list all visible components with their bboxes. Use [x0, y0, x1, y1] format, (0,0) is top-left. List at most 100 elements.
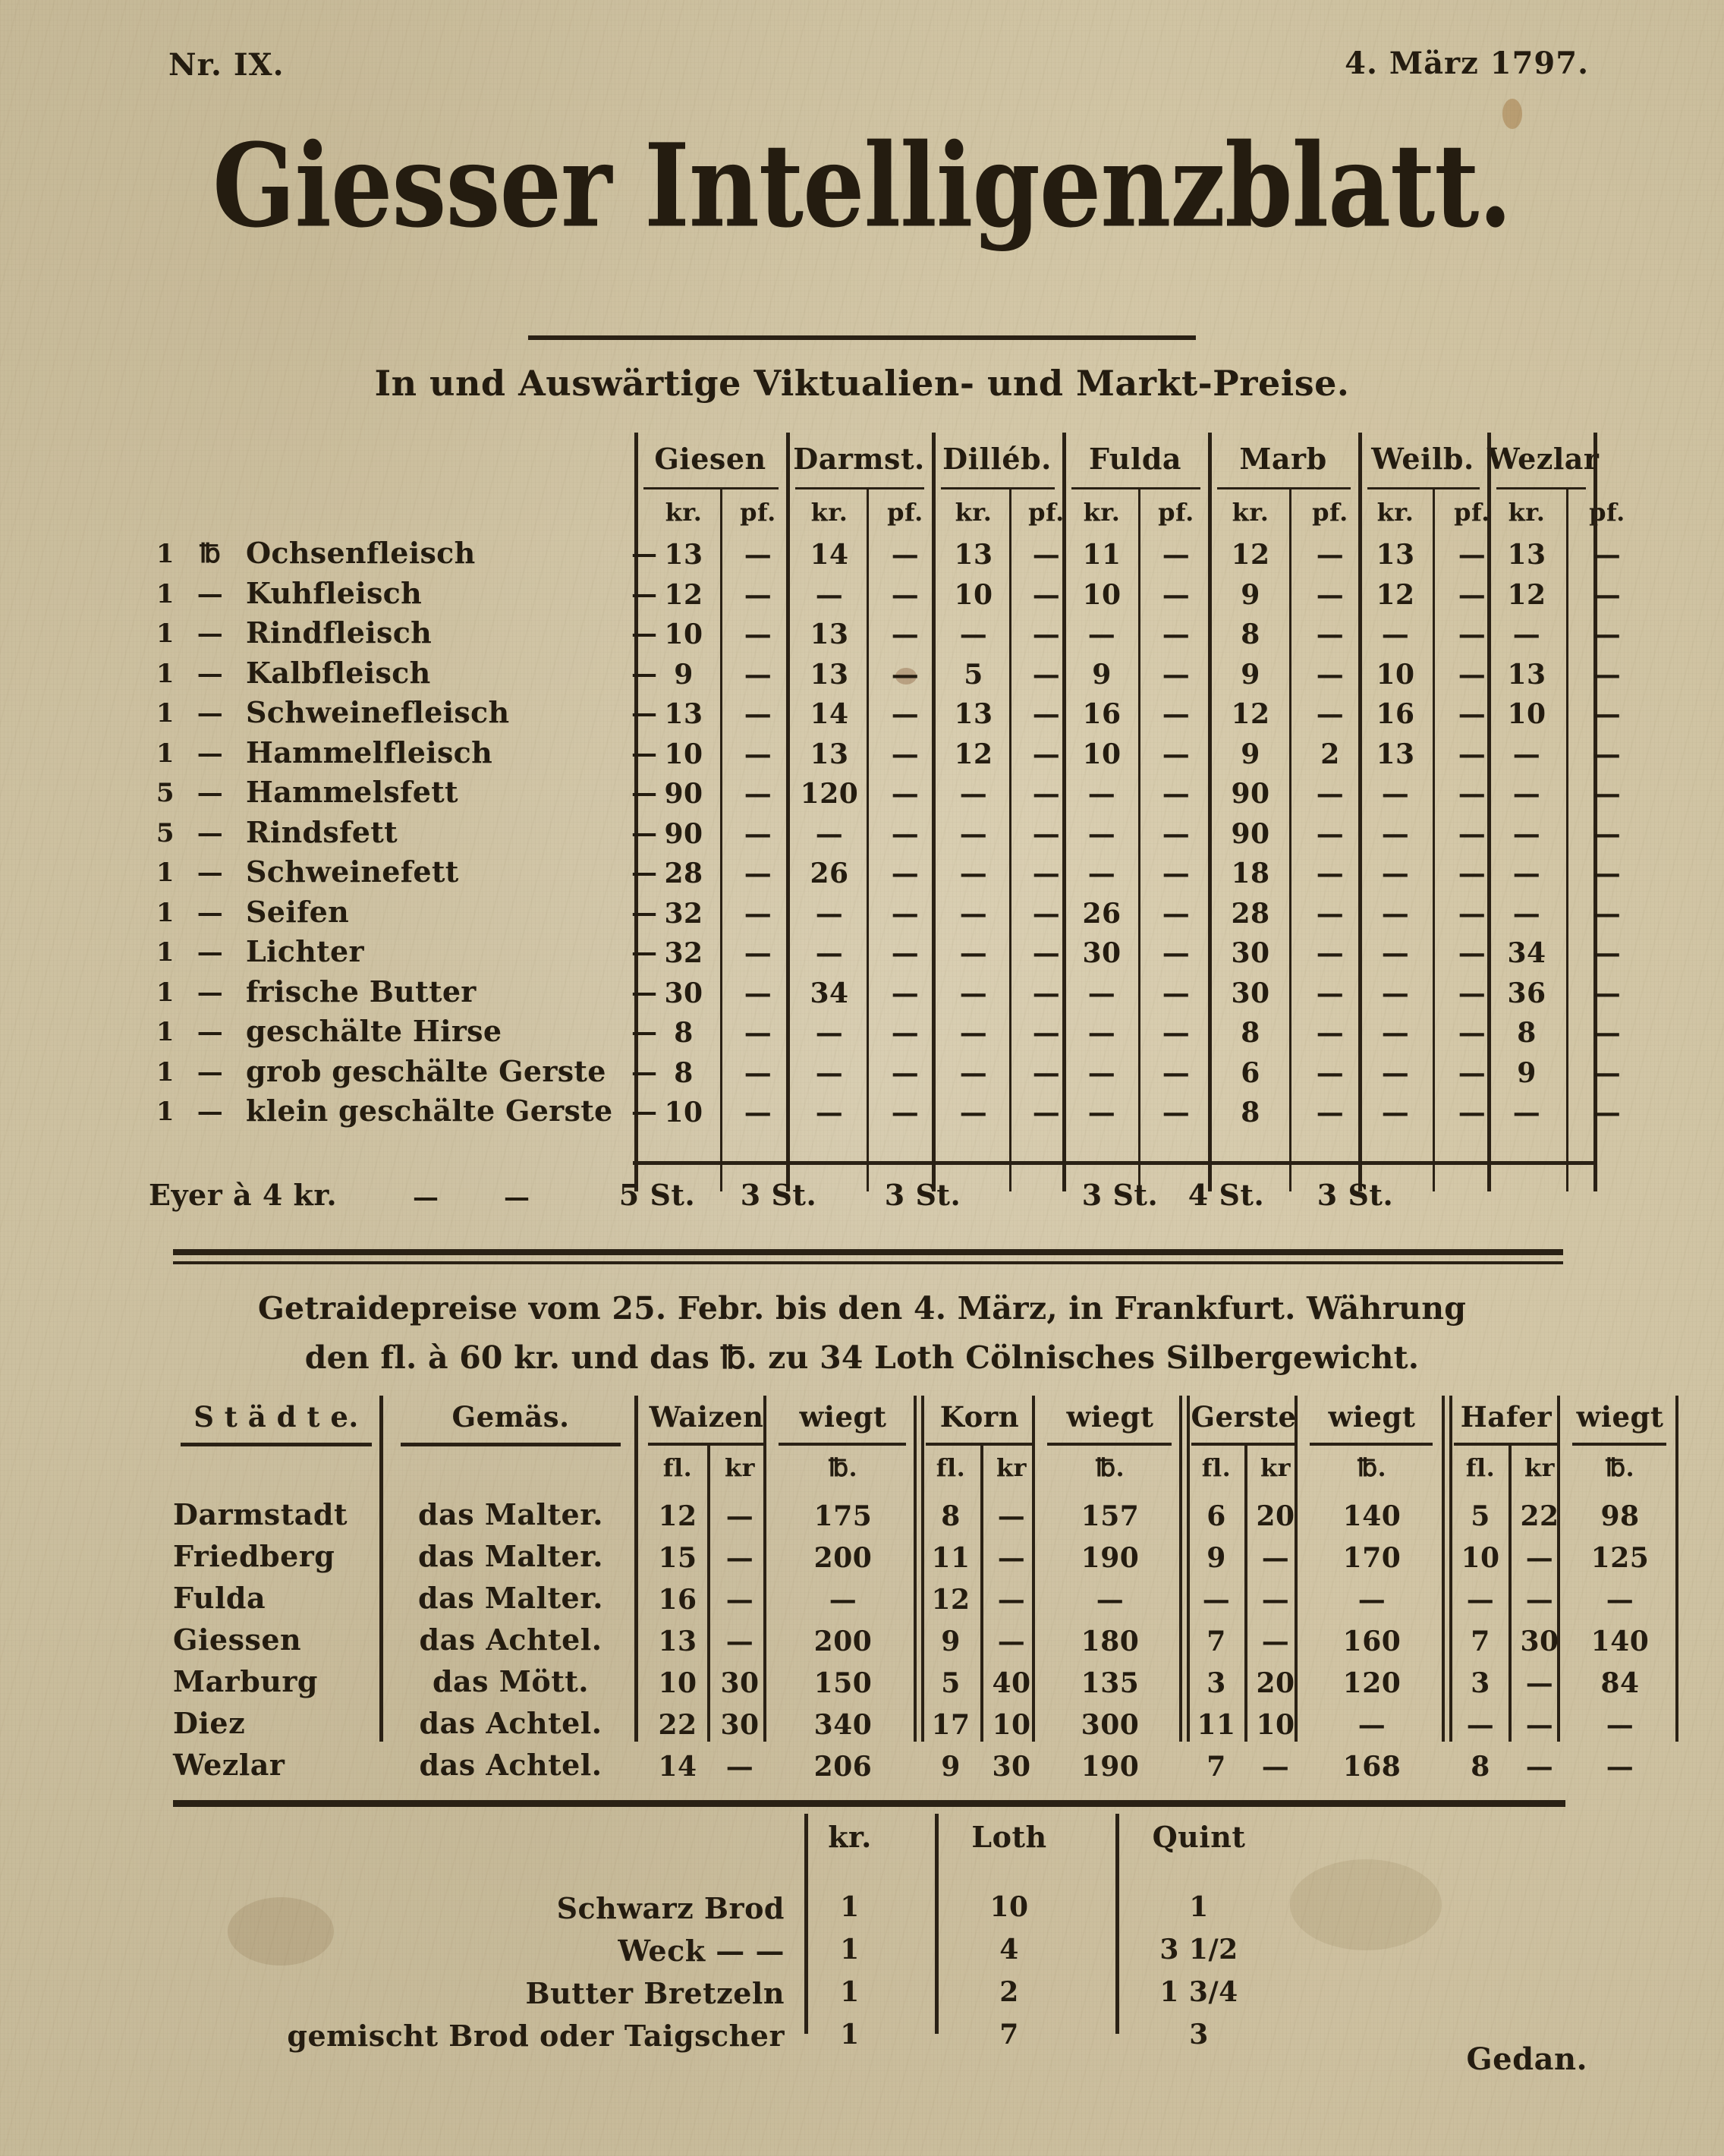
grain-header-wiegt: wiegt — [799, 1400, 887, 1434]
market-cell: — — [1032, 817, 1061, 850]
market-row-qty: 1 — [156, 858, 175, 888]
column-divider — [1179, 1396, 1182, 1742]
grain-cell-kr: 20 — [1256, 1667, 1295, 1699]
market-row-unit: — — [197, 698, 224, 729]
grain-cell-fl: 17 — [931, 1709, 971, 1741]
bread-section-divider — [173, 1800, 1565, 1807]
market-subheader-kr: kr. — [1508, 498, 1546, 527]
grain-cell-fl: 7 — [1206, 1751, 1226, 1783]
row-divider — [941, 487, 1055, 489]
column-divider — [1062, 433, 1066, 1191]
market-row-qty: 5 — [156, 778, 175, 808]
market-cell: — — [1316, 578, 1345, 611]
market-col-header-weilb: Weilb. — [1371, 442, 1474, 476]
market-cell: 90 — [1231, 817, 1270, 850]
column-divider — [1442, 1396, 1445, 1742]
market-cell: — — [959, 778, 988, 810]
row-divider — [1047, 1443, 1172, 1446]
column-divider — [1295, 1396, 1298, 1742]
row-divider — [1071, 487, 1200, 489]
eggs-count: 3 St. — [1081, 1178, 1159, 1212]
bread-row-value: 2 — [999, 1976, 1019, 2008]
market-row-item: Ochsenfleisch — [246, 536, 476, 570]
grain-cell-weight: 170 — [1342, 1542, 1402, 1574]
row-divider — [401, 1443, 621, 1446]
market-row-qty: 1 — [156, 1097, 175, 1127]
market-cell: — — [1593, 658, 1622, 691]
market-cell: 16 — [1376, 698, 1415, 730]
grain-subheader-lb: ℔. — [1357, 1453, 1387, 1482]
bread-row-value: 1 — [840, 1934, 860, 1966]
market-cell: 36 — [1507, 977, 1546, 1009]
market-col-header-marb: Marb — [1239, 442, 1327, 476]
issue-number: Nr. IX. — [168, 47, 285, 83]
grain-cell-weight: 160 — [1342, 1626, 1402, 1657]
eggs-count: 3 St. — [1317, 1178, 1394, 1212]
column-divider — [1675, 1396, 1678, 1742]
market-cell: — — [1593, 1017, 1622, 1049]
column-divider — [763, 1396, 766, 1742]
grain-cell-weight: 206 — [813, 1751, 873, 1783]
market-cell: — — [1316, 1056, 1345, 1089]
market-row-qty: 1 — [156, 698, 175, 729]
market-row-item: Kalbfleisch — [246, 655, 431, 690]
market-cell: 10 — [664, 618, 703, 650]
grain-cell-fl: 5 — [1471, 1500, 1490, 1532]
market-cell: 10 — [1082, 738, 1122, 770]
market-cell: — — [1316, 698, 1345, 730]
grain-cell-kr: — — [997, 1584, 1026, 1616]
grain-subheader-lb: ℔. — [1605, 1453, 1635, 1482]
column-divider — [707, 1443, 710, 1742]
masthead-title: Giesser Intelligenzblatt. — [212, 119, 1512, 254]
grain-header-wiegt: wiegt — [1328, 1400, 1416, 1434]
grain-cell-kr: — — [1261, 1542, 1290, 1574]
market-row-unit: — — [197, 858, 224, 888]
market-cell: 12 — [664, 578, 703, 611]
grain-cell-weight: 340 — [813, 1709, 873, 1741]
bread-header-kr: kr. — [828, 1820, 872, 1854]
grain-cell-fl: 9 — [941, 1751, 961, 1783]
market-cell: 28 — [1231, 897, 1270, 930]
bread-row-name: Butter Bretzeln — [525, 1976, 785, 2010]
column-divider — [1433, 489, 1435, 1191]
market-cell: — — [1381, 778, 1410, 810]
market-cell: — — [1381, 1017, 1410, 1049]
column-divider — [1508, 1443, 1512, 1742]
market-row-item-dash: — — [631, 937, 658, 968]
market-cell: 12 — [1231, 698, 1270, 730]
market-cell: — — [744, 897, 772, 930]
market-cell: — — [1512, 897, 1541, 930]
market-cell: — — [1162, 1017, 1191, 1049]
market-cell: — — [744, 698, 772, 730]
column-divider — [1115, 1814, 1119, 2034]
market-cell: — — [1032, 1017, 1061, 1049]
row-divider — [1191, 1443, 1295, 1446]
market-cell: 13 — [664, 698, 703, 730]
market-cell: — — [1458, 1056, 1486, 1089]
market-cell: 8 — [674, 1017, 694, 1049]
market-cell: — — [959, 897, 988, 930]
column-divider — [1009, 489, 1011, 1191]
grain-cell-fl: 9 — [1206, 1542, 1226, 1574]
market-cell: — — [1316, 858, 1345, 889]
market-row-unit: — — [197, 738, 224, 769]
market-cell: 16 — [1082, 698, 1122, 730]
grain-cell-kr: — — [725, 1542, 754, 1574]
market-cell: — — [891, 539, 920, 571]
column-divider — [1449, 1396, 1452, 1742]
row-divider — [181, 1443, 372, 1446]
eggs-dash-2: — — [504, 1182, 530, 1213]
market-cell: 9 — [1241, 658, 1260, 691]
page-signature: Gedan. — [1466, 2041, 1587, 2077]
market-row-unit: — — [197, 1017, 224, 1047]
market-cell: 9 — [1092, 658, 1112, 691]
market-cell: — — [959, 1056, 988, 1089]
market-subheader-pf: pf. — [1589, 498, 1625, 527]
market-cell: — — [1316, 937, 1345, 969]
market-cell: — — [1162, 1097, 1191, 1128]
grain-cell-kr: — — [725, 1626, 754, 1657]
market-row-qty: 1 — [156, 539, 175, 569]
market-cell: — — [744, 778, 772, 810]
market-row-qty: 1 — [156, 1017, 175, 1047]
row-divider — [1310, 1443, 1433, 1446]
